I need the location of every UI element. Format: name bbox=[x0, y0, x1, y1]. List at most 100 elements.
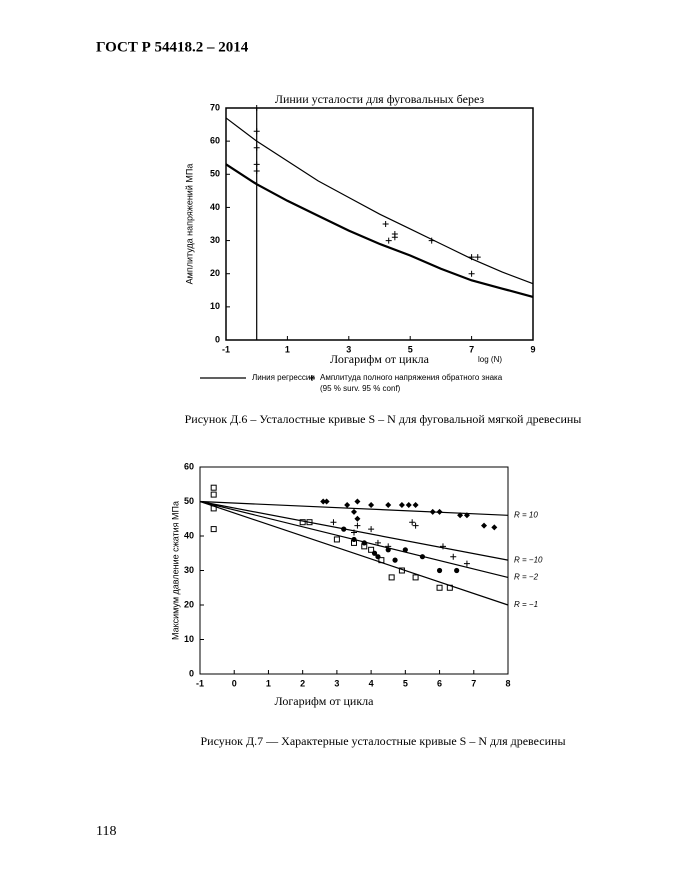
point bbox=[368, 501, 375, 508]
point bbox=[299, 519, 306, 526]
point bbox=[351, 508, 357, 515]
point bbox=[330, 519, 337, 526]
point bbox=[382, 221, 389, 227]
y-tick-label: 10 bbox=[184, 634, 194, 644]
y-tick-label: 0 bbox=[215, 334, 220, 344]
point bbox=[341, 526, 347, 532]
point bbox=[253, 105, 260, 111]
legend-note: (95 % surv. 95 % conf) bbox=[320, 384, 401, 393]
series-line bbox=[225, 163, 534, 298]
y-tick-label: 60 bbox=[184, 461, 194, 471]
point bbox=[398, 567, 405, 574]
x-axis-label: Логарифм от цикла bbox=[330, 352, 430, 366]
y-tick-label: 0 bbox=[189, 668, 194, 678]
point bbox=[351, 529, 357, 536]
point bbox=[323, 498, 330, 505]
point bbox=[361, 540, 367, 546]
y-tick-label: 50 bbox=[210, 169, 220, 179]
point bbox=[388, 574, 395, 581]
x-axis-label-2: log (N) bbox=[478, 355, 502, 364]
point bbox=[405, 501, 412, 508]
point bbox=[481, 522, 488, 529]
point bbox=[450, 553, 457, 560]
x-tick-label: 1 bbox=[266, 678, 271, 688]
x-tick-label: -1 bbox=[222, 344, 230, 354]
y-tick-label: 40 bbox=[184, 530, 194, 540]
point bbox=[454, 567, 460, 574]
y-tick-label: 50 bbox=[184, 496, 194, 506]
series-line bbox=[199, 500, 509, 516]
point bbox=[402, 547, 408, 553]
x-tick-label: 8 bbox=[505, 678, 510, 688]
y-tick-label: 70 bbox=[210, 102, 220, 112]
header-title: ГОСТ Р 54418.2 – 2014 bbox=[96, 39, 249, 55]
point bbox=[361, 543, 368, 550]
x-tick-label: 7 bbox=[469, 344, 474, 354]
point bbox=[385, 547, 391, 553]
y-tick-label: 30 bbox=[210, 235, 220, 245]
point bbox=[463, 560, 470, 567]
point bbox=[253, 144, 260, 151]
point bbox=[210, 484, 217, 491]
y-tick-label: 30 bbox=[184, 565, 194, 575]
point bbox=[378, 557, 385, 564]
y-tick-label: 20 bbox=[210, 268, 220, 278]
point bbox=[210, 526, 217, 533]
y-tick-label: 10 bbox=[210, 301, 220, 311]
point bbox=[210, 491, 217, 498]
point bbox=[409, 519, 416, 526]
x-tick-label: -1 bbox=[196, 678, 204, 688]
figure-caption: Рисунок Д.6 – Усталостные кривые S – N д… bbox=[185, 412, 582, 426]
x-tick-label: 5 bbox=[403, 678, 408, 688]
point bbox=[436, 567, 443, 574]
x-tick-label: 7 bbox=[471, 678, 476, 688]
x-tick-label: 1 bbox=[285, 344, 290, 354]
y-tick-label: 60 bbox=[210, 136, 220, 146]
point bbox=[412, 574, 419, 581]
point bbox=[468, 270, 475, 277]
point bbox=[253, 161, 260, 168]
x-tick-label: 9 bbox=[530, 344, 535, 354]
line-label: R = −1 bbox=[514, 600, 538, 609]
point bbox=[436, 508, 443, 515]
point bbox=[412, 501, 419, 508]
y-axis-label: Максимум давление сжатия МПа bbox=[170, 501, 180, 640]
point bbox=[436, 584, 443, 591]
point bbox=[419, 554, 426, 560]
y-tick-label: 20 bbox=[184, 599, 194, 609]
y-axis-label: Амплитуда напряжений МПа bbox=[184, 164, 194, 285]
line-label: R = −10 bbox=[514, 555, 543, 564]
point bbox=[351, 539, 357, 546]
x-tick-label: 3 bbox=[346, 344, 351, 354]
y-tick-label: 40 bbox=[210, 202, 220, 212]
point bbox=[463, 512, 470, 519]
point bbox=[392, 557, 398, 563]
point bbox=[351, 536, 357, 543]
legend-label: Амплитуда полного напряжения обратного з… bbox=[320, 373, 503, 382]
plot-frame bbox=[225, 107, 534, 341]
point bbox=[491, 524, 498, 531]
point bbox=[439, 543, 446, 550]
point bbox=[412, 522, 419, 529]
point bbox=[320, 498, 327, 505]
x-axis-label: Логарифм от цикла bbox=[275, 694, 375, 708]
page-number: 118 bbox=[96, 824, 116, 839]
point bbox=[457, 512, 464, 519]
point bbox=[368, 546, 375, 553]
x-tick-label: 4 bbox=[369, 678, 374, 688]
point bbox=[210, 505, 217, 512]
point bbox=[446, 584, 453, 591]
point bbox=[385, 501, 392, 508]
line-label: R = 10 bbox=[514, 510, 538, 519]
chart-title: Линии усталости для фуговальных берез bbox=[275, 92, 485, 106]
legend-marker bbox=[309, 375, 315, 381]
point bbox=[375, 554, 381, 560]
x-tick-label: 3 bbox=[334, 678, 339, 688]
point bbox=[474, 254, 481, 261]
x-tick-label: 0 bbox=[232, 678, 237, 688]
point bbox=[374, 539, 381, 546]
legend-label: Линия регрессии bbox=[252, 373, 315, 382]
